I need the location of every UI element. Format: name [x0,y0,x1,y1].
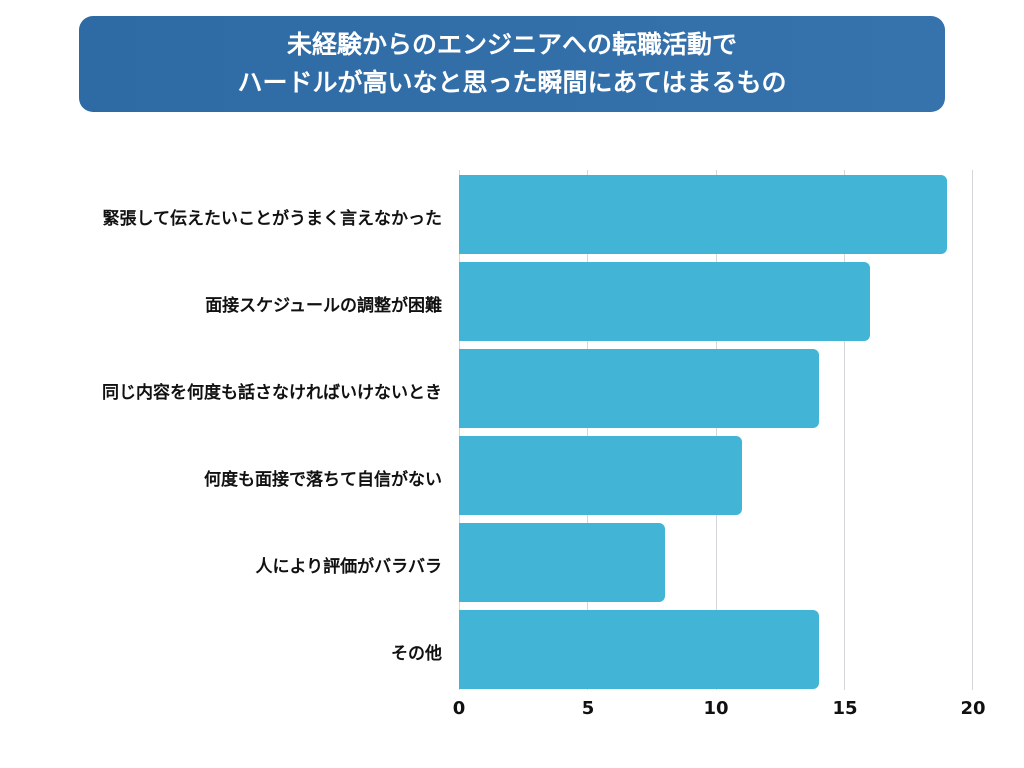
x-tick-15: 15 [832,698,858,719]
gridline-20 [972,170,973,690]
bar [459,175,948,254]
title-line-2: ハードルが高いなと思った瞬間にあてはまるもの [237,68,787,97]
bar [459,262,871,341]
category-label: 同じ内容を何度も話さなければいけないとき [102,383,442,403]
gridline-10 [716,170,717,690]
category-label: 何度も面接で落ちて自信がない [204,470,442,490]
x-tick-0: 0 [452,698,466,719]
gridline-5 [587,170,588,690]
bar [459,436,742,515]
chart-title: 未経験からのエンジニアへの転職活動で ハードルが高いなと思った瞬間にあてはまるも… [79,16,945,112]
category-label: その他 [391,644,442,664]
x-tick-5: 5 [581,698,595,719]
bar [459,610,819,689]
category-label: 緊張して伝えたいことがうまく言えなかった [102,209,443,229]
x-tick-20: 20 [960,698,986,719]
category-label: 人により評価がバラバラ [255,557,443,577]
bar [459,349,819,428]
bar [459,523,665,602]
x-tick-10: 10 [703,698,729,719]
plot-area [459,170,973,690]
category-label: 面接スケジュールの調整が困難 [205,296,442,316]
gridline-15 [844,170,845,690]
gridline-0 [459,170,460,690]
title-line-1: 未経験からのエンジニアへの転職活動で [286,30,737,59]
